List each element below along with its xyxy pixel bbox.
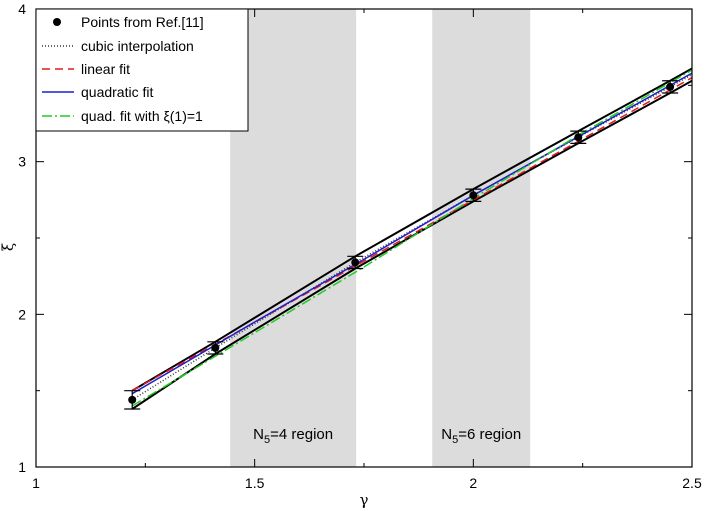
data-point <box>574 133 583 142</box>
x-axis-label: γ <box>360 491 369 509</box>
x-tick-label: 2.5 <box>682 475 702 491</box>
tick-labels: 1 1.5 2 2.5 1 2 3 4 <box>18 1 702 491</box>
series-lines <box>131 69 693 407</box>
legend-label: cubic interpolation <box>81 38 194 54</box>
region-labels: N5=4 region N5=6 region <box>253 426 521 446</box>
y-tick-label: 4 <box>18 1 26 17</box>
y-tick-label: 2 <box>18 306 26 322</box>
x-tick-label: 2 <box>469 475 477 491</box>
y-tick-label: 3 <box>18 154 26 170</box>
error-bars <box>124 80 679 410</box>
series-line-3 <box>131 69 693 407</box>
data-point <box>351 258 360 267</box>
axis-ticks <box>35 8 693 468</box>
data-point <box>469 191 478 200</box>
data-points <box>128 82 675 404</box>
legend-label: linear fit <box>81 61 130 77</box>
x-tick-label: 1.5 <box>245 475 265 491</box>
shaded-regions <box>230 9 531 467</box>
legend-label: quad. fit with ξ(1)=1 <box>81 108 203 124</box>
x-tick-label: 1 <box>32 475 40 491</box>
shaded-region <box>230 9 357 467</box>
data-point <box>211 343 220 352</box>
region-label: N5=6 region <box>441 426 521 446</box>
legend-box <box>35 8 249 132</box>
data-point <box>666 82 675 91</box>
shaded-region <box>432 9 531 467</box>
legend-label: quadratic fit <box>81 84 153 100</box>
y-tick-label: 1 <box>18 459 26 475</box>
legend-label: Points from Ref.[11] <box>81 14 204 30</box>
series-line-2 <box>131 72 693 395</box>
legend: Points from Ref.[11] cubic interpolation l… <box>35 8 249 132</box>
region-label: N5=4 region <box>253 426 333 446</box>
legend-marker-points <box>53 18 61 26</box>
data-point <box>128 395 137 404</box>
y-axis-label: ξ <box>0 243 17 251</box>
